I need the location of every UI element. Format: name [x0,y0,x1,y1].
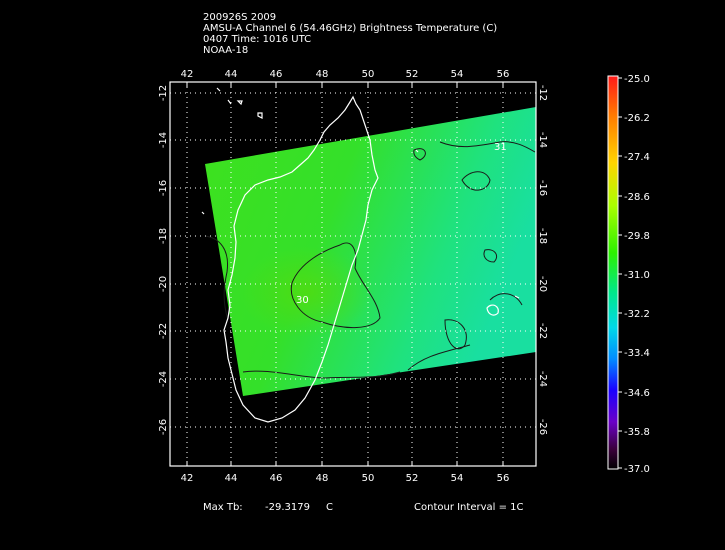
lat-label-right: -12 [537,85,548,101]
lon-labels-top: 42 44 46 48 50 52 54 56 [181,69,510,80]
tb-swath: 30 31 [204,107,536,396]
colorbar-label: -28.6 [624,192,650,203]
contour-south-east [407,344,471,371]
lon-label-bottom: 50 [362,473,375,484]
max-tb-value: -29.3179 [265,502,310,513]
lat-label-left: -20 [158,276,169,292]
lon-label-bottom: 48 [316,473,329,484]
colorbar-label: -25.0 [624,74,650,85]
header-line-satellite: NOAA-18 [203,45,249,56]
lat-label-left: -26 [158,419,169,435]
lon-label-top: 52 [406,69,419,80]
colorbar-label: -31.0 [624,270,650,281]
lat-label-right: -18 [537,228,548,244]
header-line-storm: 200926S 2009 [203,12,277,23]
contour-label-31: 31 [494,142,507,153]
lat-label-left: -12 [158,85,169,101]
lat-label-right: -24 [537,371,548,387]
lon-label-bottom: 46 [270,473,283,484]
island-4 [216,87,221,92]
lat-label-left: -22 [158,323,169,339]
max-tb-unit: C [326,502,333,513]
lat-label-right: -26 [537,419,548,435]
contour-30-closed [290,242,381,329]
colorbar-label: -34.6 [624,388,650,399]
colorbar-ramp [607,75,619,470]
lon-label-bottom: 44 [225,473,238,484]
colorbar-label: -26.2 [624,113,650,124]
island-1 [227,99,232,105]
warm-anomaly [240,227,430,357]
lat-labels-left: -12 -14 -16 -18 -20 -22 -24 -26 [158,85,169,435]
lat-labels-right: -12 -14 -16 -18 -20 -22 -24 -26 [537,85,548,435]
contour-east-arc [489,293,523,306]
contour-lines [204,141,536,379]
contour-east-small [483,249,498,263]
contour-east-loop [461,171,491,191]
lat-label-left: -16 [158,180,169,196]
island-6 [486,304,499,316]
island-7 [514,295,520,299]
lon-label-top: 44 [225,69,238,80]
lat-lon-grid [170,82,536,466]
lat-label-left: -18 [158,228,169,244]
lon-label-top: 50 [362,69,375,80]
header-line-time: 0407 Time: 1016 UTC [203,34,312,45]
colorbar-label: -35.8 [624,427,650,438]
lon-label-top: 46 [270,69,283,80]
island-2 [236,100,243,106]
lon-label-top: 54 [451,69,464,80]
colorbar-label: -29.8 [624,231,650,242]
max-tb-label: Max Tb: [203,502,243,513]
contour-west [204,235,229,321]
lon-label-bottom: 56 [497,473,510,484]
colorbar-label: -37.0 [624,464,650,475]
lon-label-bottom: 52 [406,473,419,484]
contour-label-30: 30 [296,295,309,306]
map-header: 200926S 2009 AMSU-A Channel 6 (54.46GHz)… [203,12,497,56]
colorbar: -25.0 -26.2 -27.4 -28.6 -29.8 -31.0 -32.… [607,74,650,475]
island-5 [415,149,419,153]
lat-label-right: -16 [537,180,548,196]
lon-label-bottom: 42 [181,473,194,484]
contour-interval: Contour Interval = 1C [414,502,524,513]
colorbar-label: -27.4 [624,152,650,163]
contour-south [242,370,401,379]
lat-label-right: -20 [537,276,548,292]
colorbar-label: -33.4 [624,348,650,359]
map-frame [169,81,537,467]
island-8 [201,211,205,215]
tick-marks [186,82,504,466]
lon-label-top: 48 [316,69,329,80]
lon-labels-bottom: 42 44 46 48 50 52 54 56 [181,473,510,484]
lon-label-top: 42 [181,69,194,80]
contour-31-north [439,141,536,153]
coastline [201,87,520,423]
contour-se-loop [444,319,467,350]
island-3 [257,112,263,119]
lat-label-left: -14 [158,132,169,148]
contour-small-ne [413,148,426,161]
header-line-product: AMSU-A Channel 6 (54.46GHz) Brightness T… [203,23,498,34]
lat-label-right: -14 [537,132,548,148]
lat-label-left: -24 [158,371,169,387]
madagascar-outline [223,95,379,423]
lat-label-right: -22 [537,323,548,339]
lon-label-top: 56 [497,69,510,80]
lon-label-bottom: 54 [451,473,464,484]
colorbar-label: -32.2 [624,309,650,320]
